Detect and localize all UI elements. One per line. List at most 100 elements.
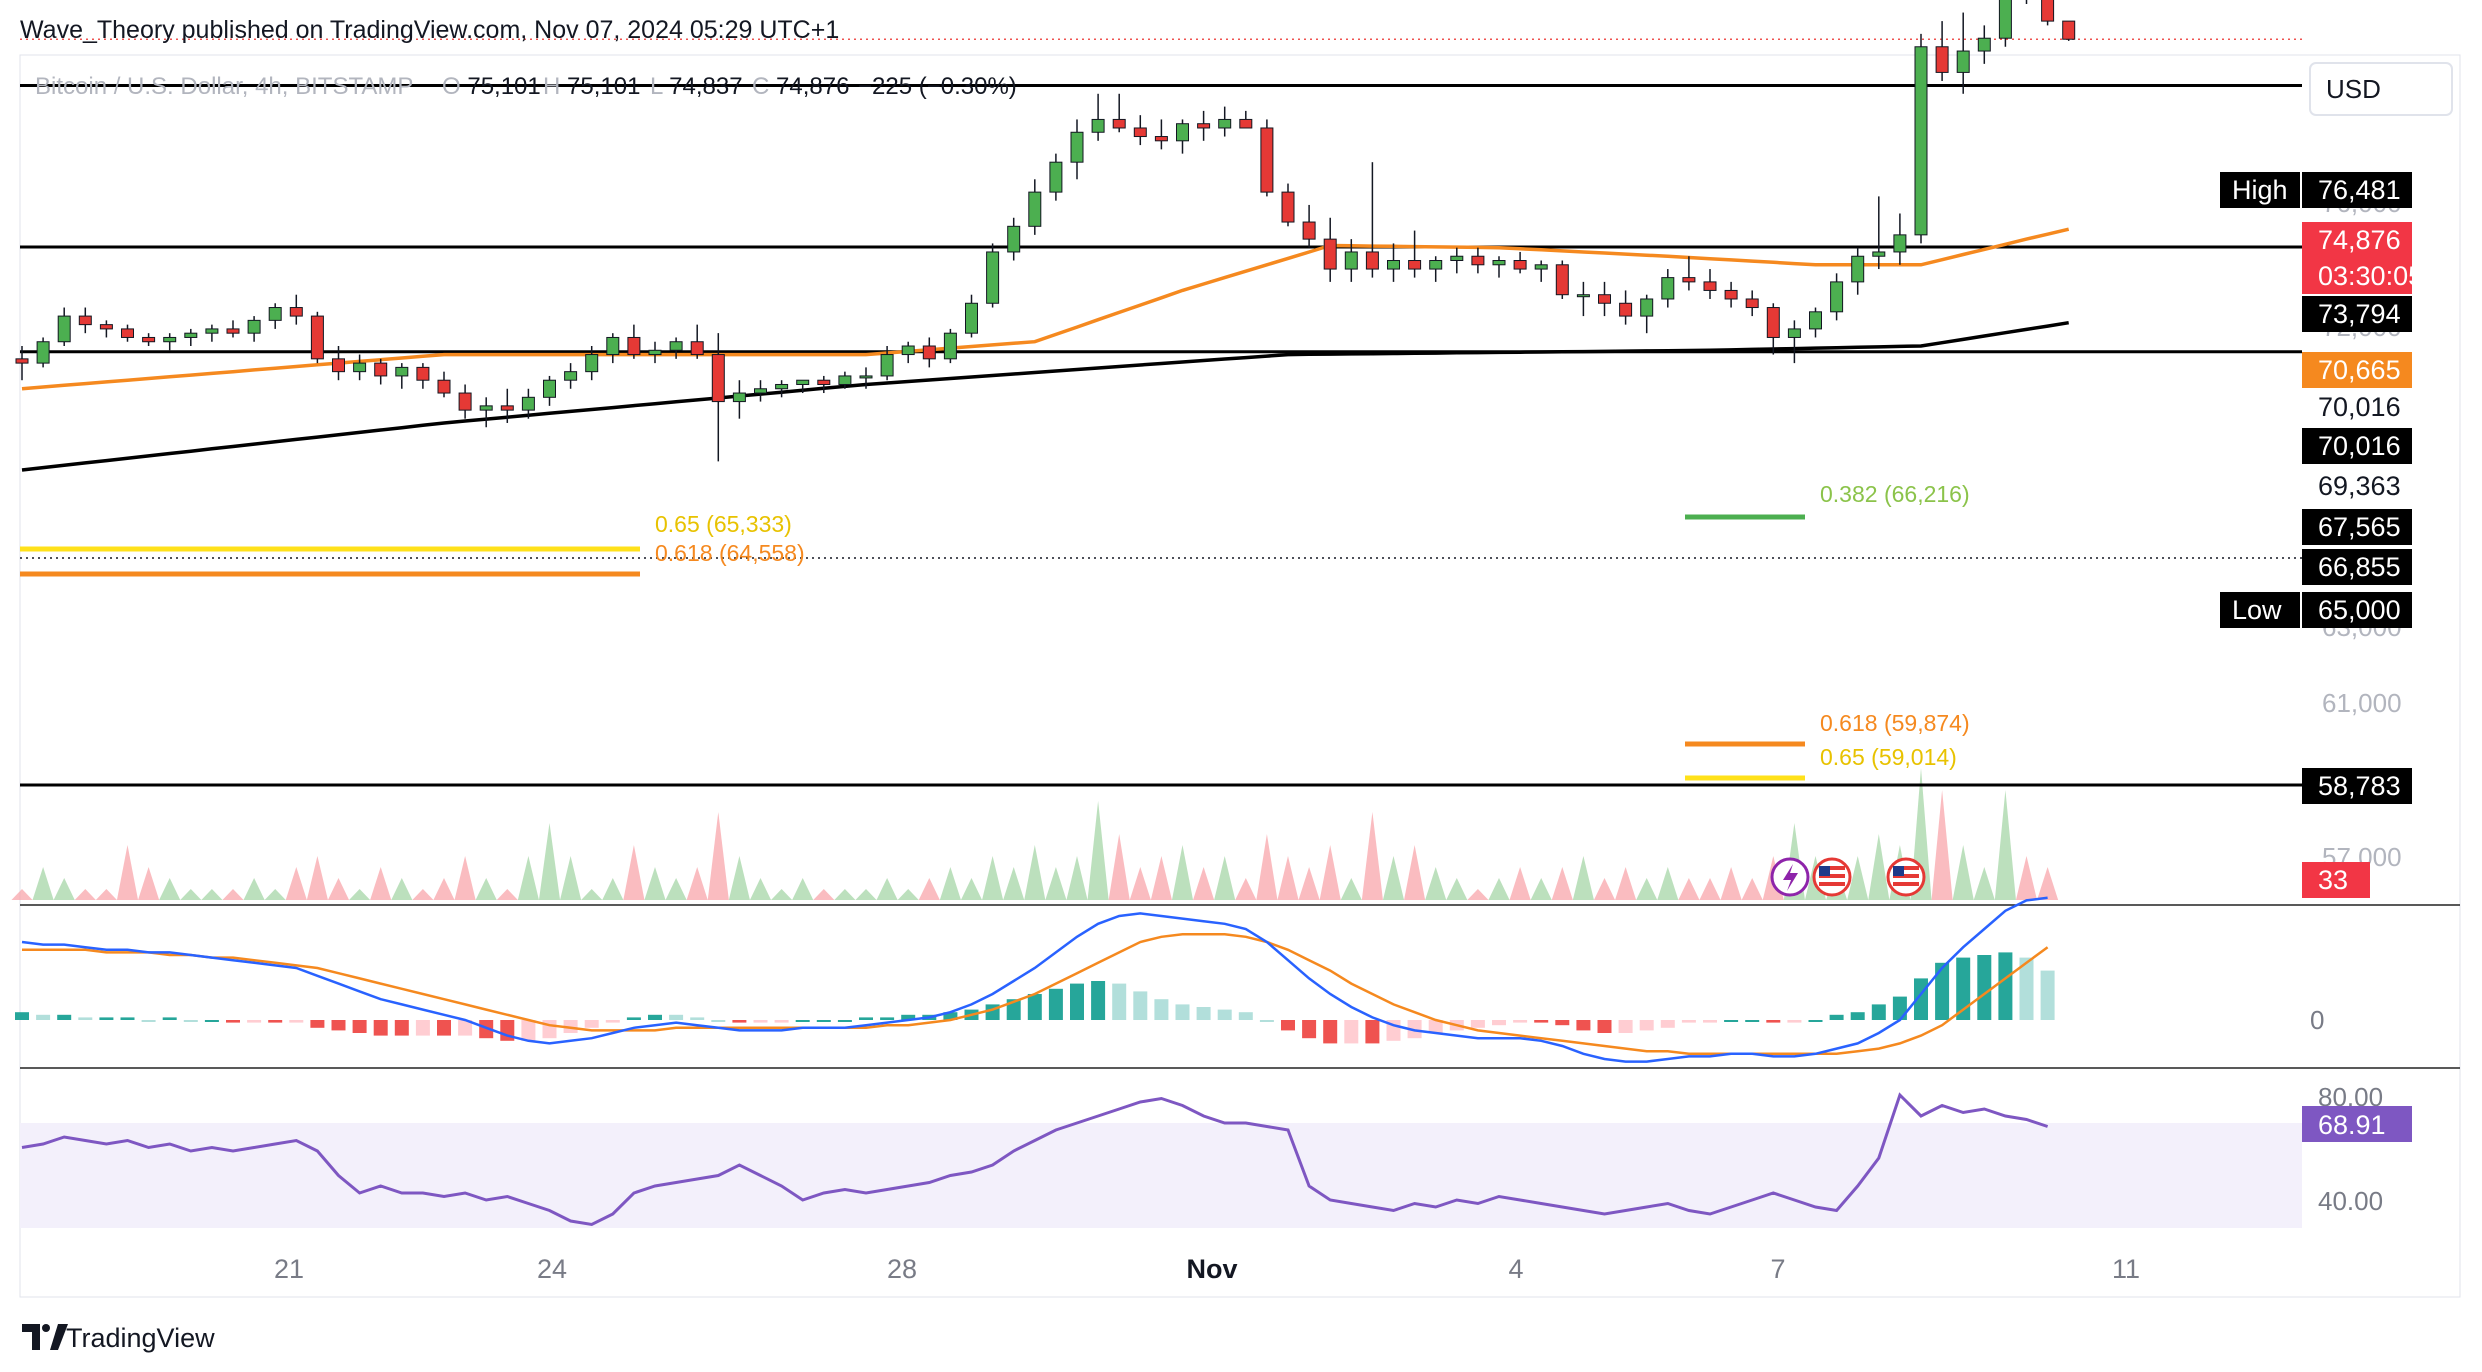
tradingview-logo-icon xyxy=(22,1324,40,1350)
candle-body xyxy=(1576,294,1590,298)
histogram-bar xyxy=(1678,878,1700,900)
price-badge-bg xyxy=(2302,768,2412,804)
candle-body xyxy=(817,379,831,385)
low-value: 74,837 xyxy=(669,73,742,100)
macd-histogram-bar xyxy=(15,1012,29,1020)
macd-histogram-bar xyxy=(859,1017,873,1020)
price-badge-bg xyxy=(2302,352,2412,388)
candle-body xyxy=(1766,307,1780,338)
histogram-bar xyxy=(1193,867,1215,900)
macd-histogram-bar xyxy=(204,1020,219,1022)
candle-body xyxy=(585,354,599,373)
histogram-bar xyxy=(939,867,961,900)
candle-body xyxy=(205,328,219,334)
candle-body xyxy=(648,349,662,356)
macd-histogram-bar xyxy=(1808,1020,1823,1022)
histogram-bar xyxy=(2015,856,2038,900)
price-badge: 74,876 xyxy=(2318,225,2401,255)
price-badge: 70,016 xyxy=(2318,431,2401,461)
candle-body xyxy=(1851,255,1865,283)
histogram-bar xyxy=(32,867,54,900)
price-badge: 76,481 xyxy=(2318,175,2401,205)
open-value: 75,101 xyxy=(467,73,540,100)
candle-body xyxy=(1239,118,1253,129)
us-flag-icon[interactable] xyxy=(1886,857,1926,897)
histogram-bar xyxy=(1066,856,1088,900)
histogram-bar xyxy=(349,889,371,900)
rsi-value-badge xyxy=(2302,1106,2412,1142)
macd-histogram-bar xyxy=(1091,981,1106,1020)
candle-body xyxy=(374,362,388,377)
candle-body xyxy=(1534,264,1548,270)
macd-histogram-bar xyxy=(1133,991,1148,1020)
histogram-bar xyxy=(707,812,729,900)
level-lines xyxy=(20,38,2302,787)
us-flag-icon[interactable] xyxy=(1812,857,1852,897)
candle-body xyxy=(1154,136,1168,142)
macd-histogram-bar xyxy=(816,1020,831,1022)
candle-body xyxy=(1703,281,1717,291)
macd-histogram-bar xyxy=(1365,1020,1380,1044)
price-badge-bg xyxy=(2302,509,2412,545)
candle-body xyxy=(1872,251,1886,257)
macd-histogram-bar xyxy=(1048,988,1063,1020)
currency-button[interactable]: USD xyxy=(2309,62,2453,116)
candle-body xyxy=(247,319,261,334)
candle-body xyxy=(1260,127,1274,193)
macd-histogram-bar xyxy=(1281,1020,1295,1031)
candle-body xyxy=(1450,255,1464,262)
histogram-bar xyxy=(855,889,877,900)
macd-histogram-bar xyxy=(584,1020,599,1028)
candle-body xyxy=(1619,302,1633,317)
macd-histogram-bar xyxy=(1998,952,2013,1020)
macd-histogram-bar xyxy=(1492,1020,1506,1026)
lightning-icon[interactable] xyxy=(1770,857,1810,897)
histogram-bar xyxy=(1425,867,1447,900)
candle-body xyxy=(1745,298,1759,309)
candle-body xyxy=(1302,221,1316,240)
macd-histogram-bar xyxy=(1639,1020,1654,1031)
high-value: 75,101 xyxy=(567,73,640,100)
macd-histogram-bar xyxy=(1745,1020,1760,1022)
histogram-bar xyxy=(1024,845,1046,900)
candle-body xyxy=(1281,191,1295,223)
macd-histogram-bar xyxy=(2019,957,2034,1020)
histogram-bar xyxy=(285,867,307,900)
price-badge: 67,565 xyxy=(2318,512,2401,542)
histogram-bar xyxy=(1087,801,1109,900)
price-badge: 58,783 xyxy=(2318,771,2401,801)
histogram-bar xyxy=(560,856,582,900)
candle-body xyxy=(1682,277,1696,283)
histogram-bar xyxy=(74,889,96,900)
candle-body xyxy=(1408,260,1422,270)
fib-label: 0.382 (66,216) xyxy=(1820,481,1970,507)
price-badge: 73,794 xyxy=(2318,299,2401,329)
histogram-bar xyxy=(1994,790,2016,900)
candle-body xyxy=(1661,277,1675,300)
histogram-bar xyxy=(138,867,160,900)
histogram-bar xyxy=(1319,845,1341,900)
histogram-bar xyxy=(1277,856,1299,900)
price-scale: 61,00057,00063,00072,00076,000High76,481… xyxy=(2220,172,2423,898)
macd-histogram-bar xyxy=(2040,970,2055,1020)
badge-prefix-bg xyxy=(2220,172,2300,208)
macd-histogram-bar xyxy=(1154,999,1169,1020)
histogram-bar xyxy=(1129,867,1151,900)
candle-body xyxy=(1809,311,1822,330)
candle-body xyxy=(521,396,535,411)
macd-histogram-bar xyxy=(36,1014,51,1020)
candle-body xyxy=(416,366,430,381)
histogram-bar xyxy=(581,889,603,900)
macd-histogram-bar xyxy=(1956,957,1971,1020)
candle-body xyxy=(268,307,282,321)
histogram-bar xyxy=(1615,867,1637,900)
histogram-bar xyxy=(813,889,835,900)
histogram-bar xyxy=(1256,834,1278,900)
price-badge: 70,665 xyxy=(2318,355,2401,385)
macd-histogram-bar xyxy=(1703,1020,1717,1023)
histogram-bar xyxy=(771,889,793,900)
histogram-bar xyxy=(1699,878,1721,900)
histogram-bar xyxy=(918,878,940,900)
time-tick-label: 7 xyxy=(1770,1254,1785,1284)
